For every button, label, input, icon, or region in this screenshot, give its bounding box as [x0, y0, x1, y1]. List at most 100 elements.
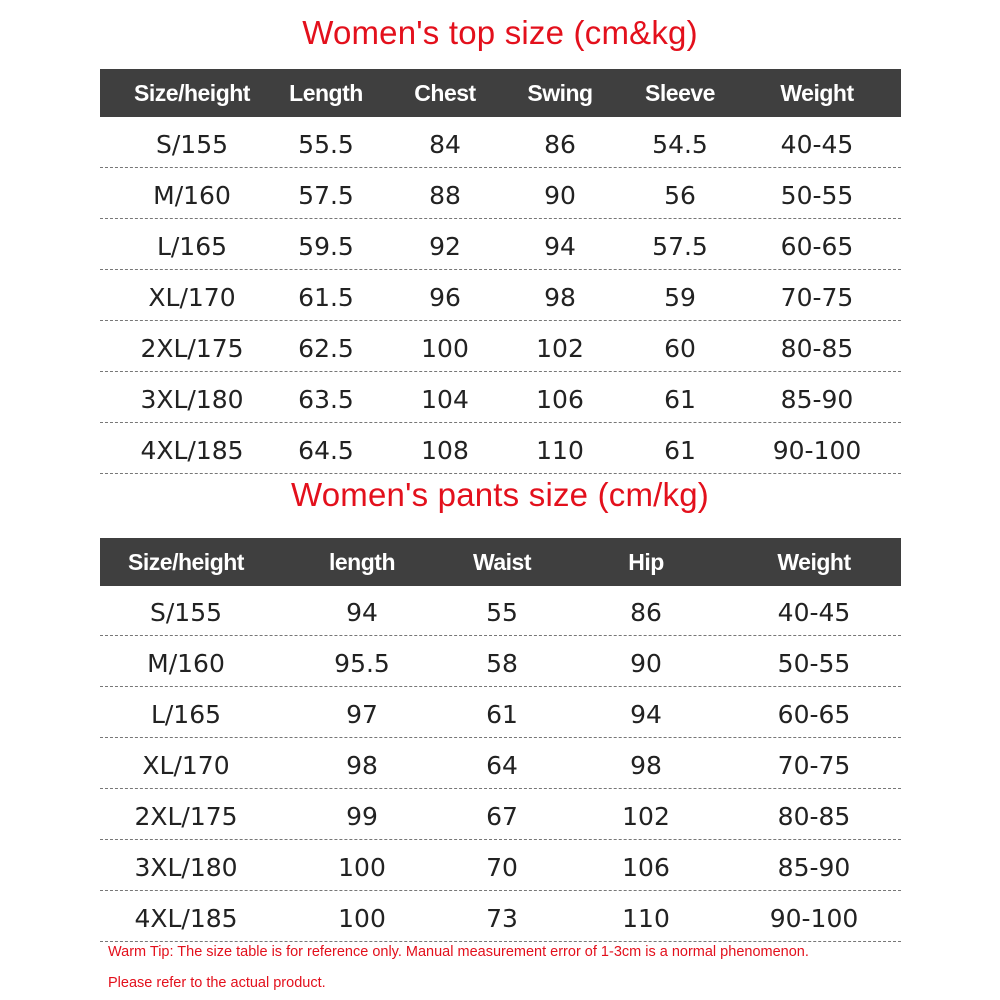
- table-cell: 61: [486, 700, 518, 729]
- table-row: S/155 94 55 86 40-45: [100, 600, 901, 636]
- table-cell: 104: [421, 385, 469, 414]
- table-cell: 84: [429, 130, 461, 159]
- table-cell: 70-75: [780, 283, 854, 312]
- table-row: M/160 95.5 58 90 50-55: [100, 636, 901, 687]
- table-cell: 73: [486, 904, 518, 933]
- table-row: M/160 57.5 88 90 56 50-55: [100, 168, 901, 219]
- table-cell: 86: [544, 130, 576, 159]
- table-cell: M/160: [153, 181, 231, 210]
- table-cell: 4XL/185: [140, 436, 244, 465]
- table-cell: 106: [622, 853, 670, 882]
- table-cell: S/155: [149, 598, 223, 627]
- table-cell: 90-100: [772, 436, 862, 465]
- table-cell: 56: [664, 181, 696, 210]
- table-header: Size/height length Waist Hip Weight: [100, 538, 901, 586]
- column-header: Swing: [527, 80, 593, 106]
- table-cell: 50-55: [777, 649, 851, 678]
- table-cell: 90-100: [769, 904, 859, 933]
- table-cell: 90: [544, 181, 576, 210]
- table-cell: 85-90: [780, 385, 854, 414]
- table-row: 3XL/180 100 70 106 85-90: [100, 840, 901, 891]
- table-cell: 80-85: [780, 334, 854, 363]
- table-cell: 90: [630, 649, 662, 678]
- table-cell: 94: [346, 598, 378, 627]
- table-cell: 59.5: [298, 232, 354, 261]
- column-header: Weight: [777, 549, 851, 575]
- table-cell: 106: [536, 385, 584, 414]
- table-cell: 88: [429, 181, 461, 210]
- table-cell: S/155: [155, 130, 229, 159]
- column-header: Size/height: [128, 549, 244, 575]
- table-cell: 59: [664, 283, 696, 312]
- table-cell: L/165: [156, 232, 228, 261]
- table-row: 2XL/175 62.5 100 102 60 80-85: [100, 321, 901, 372]
- table-cell: 86: [630, 598, 662, 627]
- table-cell: M/160: [147, 649, 225, 678]
- table-row: S/155 55.5 84 86 54.5 40-45: [100, 117, 901, 168]
- table-cell: 61.5: [298, 283, 354, 312]
- column-header: Weight: [780, 80, 854, 106]
- table-cell: 64: [486, 751, 518, 780]
- table-cell: 63.5: [298, 385, 354, 414]
- table-cell: 60: [664, 334, 696, 363]
- table-cell: L/165: [150, 700, 222, 729]
- table-cell: 85-90: [777, 853, 851, 882]
- table-cell: 60-65: [780, 232, 854, 261]
- table-cell: 110: [622, 904, 670, 933]
- table-cell: 92: [429, 232, 461, 261]
- table-cell: 55.5: [298, 130, 354, 159]
- table-cell: 54.5: [652, 130, 708, 159]
- table-cell: 58: [486, 649, 518, 678]
- table-cell: 3XL/180: [134, 853, 238, 882]
- table-cell: 57.5: [298, 181, 354, 210]
- column-header: Hip: [628, 549, 664, 575]
- table-cell: 57.5: [652, 232, 708, 261]
- table-cell: 98: [346, 751, 378, 780]
- table-cell: 50-55: [780, 181, 854, 210]
- table-cell: 100: [421, 334, 469, 363]
- table-cell: 61: [664, 385, 696, 414]
- table-cell: 108: [421, 436, 469, 465]
- table-cell: 98: [630, 751, 662, 780]
- column-header: Waist: [473, 549, 532, 575]
- table-cell: 62.5: [298, 334, 354, 363]
- table-row: L/165 59.5 92 94 57.5 60-65: [100, 219, 901, 270]
- table-row: 3XL/180 63.5 104 106 61 85-90: [100, 372, 901, 423]
- table-row: 4XL/185 100 73 110 90-100: [100, 891, 901, 942]
- table-cell: 98: [544, 283, 576, 312]
- column-header: length: [329, 549, 396, 575]
- top-size-title: Women's top size (cm&kg): [302, 14, 698, 51]
- table-cell: 95.5: [334, 649, 390, 678]
- table-row: 2XL/175 99 67 102 80-85: [100, 789, 901, 840]
- table-row: XL/170 61.5 96 98 59 70-75: [100, 270, 901, 321]
- table-cell: 4XL/185: [134, 904, 238, 933]
- table-cell: XL/170: [142, 751, 230, 780]
- table-cell: 61: [664, 436, 696, 465]
- table-row: 4XL/185 64.5 108 110 61 90-100: [100, 423, 901, 474]
- table-cell: 3XL/180: [140, 385, 244, 414]
- table-cell: 102: [622, 802, 670, 831]
- warm-tip-note: Please refer to the actual product.: [108, 975, 326, 991]
- column-header: Sleeve: [645, 80, 715, 106]
- warm-tip-text: Warm Tip: The size table is for referenc…: [108, 944, 809, 960]
- pants-size-table: Size/height length Waist Hip Weight S/155 94 5…: [100, 538, 901, 942]
- table-cell: 55: [486, 598, 518, 627]
- table-row: XL/170 98 64 98 70-75: [100, 738, 901, 789]
- table-cell: 94: [630, 700, 662, 729]
- table-cell: 102: [536, 334, 584, 363]
- table-header: Size/height Length Chest Swing Sleeve Weight: [100, 69, 901, 117]
- pants-size-title: Women's pants size (cm/kg): [290, 476, 709, 513]
- table-cell: 99: [346, 802, 378, 831]
- column-header: Length: [289, 80, 363, 106]
- table-cell: 100: [338, 904, 386, 933]
- table-cell: XL/170: [148, 283, 236, 312]
- table-cell: 70: [486, 853, 518, 882]
- table-cell: 40-45: [780, 130, 854, 159]
- table-cell: 2XL/175: [140, 334, 244, 363]
- table-cell: 70-75: [777, 751, 851, 780]
- table-body: S/155 55.5 84 86 54.5 40-45 M/160 57.5 88 90 56 50-…: [100, 117, 901, 474]
- table-cell: 80-85: [777, 802, 851, 831]
- table-row: L/165 97 61 94 60-65: [100, 687, 901, 738]
- column-header: Chest: [414, 80, 476, 106]
- table-cell: 96: [429, 283, 461, 312]
